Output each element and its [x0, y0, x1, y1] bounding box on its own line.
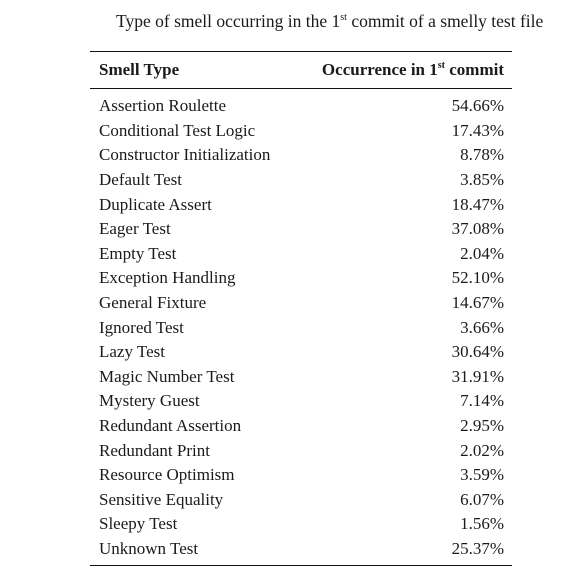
caption-text: Type of smell occurring in the 1 — [116, 11, 341, 31]
table-row: Sensitive Equality 6.07% — [90, 488, 512, 513]
smell-type-cell: Redundant Assertion — [99, 416, 242, 436]
occurrence-cell: 1.56% — [460, 514, 504, 534]
occurrence-cell: 30.64% — [451, 342, 504, 362]
table-row: Mystery Guest 7.14% — [90, 389, 512, 414]
table-row: Redundant Print 2.02% — [90, 438, 512, 463]
occurrence-cell: 2.02% — [460, 440, 504, 460]
table-row: Magic Number Test 31.91% — [90, 365, 512, 390]
smell-type-cell: Ignored Test — [99, 317, 184, 337]
smell-type-cell: Unknown Test — [99, 538, 199, 558]
smell-type-cell: Resource Optimism — [99, 465, 235, 485]
smell-type-cell: Constructor Initialization — [99, 145, 271, 165]
table-body: Assertion Roulette 54.66% Conditional Test… — [90, 89, 512, 565]
occurrence-cell: 52.10% — [451, 268, 504, 288]
smell-table: Smell Type Occurrence in 1st commit Asse… — [90, 51, 512, 567]
caption-superscript: st — [340, 12, 347, 23]
header-occurrence-superscript: st — [437, 60, 445, 71]
smell-type-cell: Default Test — [99, 170, 182, 190]
occurrence-cell: 3.85% — [460, 170, 504, 190]
smell-type-cell: Assertion Roulette — [99, 96, 227, 116]
table-bottom-rule — [90, 565, 512, 567]
occurrence-cell: 6.07% — [460, 489, 504, 509]
occurrence-cell: 3.66% — [460, 317, 504, 337]
table-row: Conditional Test Logic 17.43% — [90, 119, 512, 144]
caption-text-end: commit of a smelly test file — [346, 11, 544, 31]
smell-type-cell: Eager Test — [99, 219, 171, 239]
table-row: Exception Handling 52.10% — [90, 266, 512, 291]
table-header-rule — [90, 88, 512, 89]
smell-type-cell: Sleepy Test — [99, 514, 178, 534]
smell-type-cell: Lazy Test — [99, 342, 165, 362]
table-header: Smell Type Occurrence in 1st commit — [90, 52, 512, 88]
table-row: Assertion Roulette 54.66% — [90, 94, 512, 119]
table-row: Eager Test 37.08% — [90, 217, 512, 242]
header-occurrence-text-end: commit — [444, 60, 504, 79]
header-smell-type: Smell Type — [99, 60, 180, 79]
table-row: Constructor Initialization 8.78% — [90, 143, 512, 168]
table-row: General Fixture 14.67% — [90, 291, 512, 316]
table-row: Lazy Test 30.64% — [90, 340, 512, 365]
occurrence-cell: 54.66% — [451, 96, 504, 116]
table-row: Default Test 3.85% — [90, 168, 512, 193]
occurrence-cell: 7.14% — [460, 391, 504, 411]
smell-type-cell: Conditional Test Logic — [99, 120, 256, 140]
occurrence-cell: 25.37% — [451, 538, 504, 558]
smell-type-cell: Duplicate Assert — [99, 194, 212, 214]
occurrence-cell: 14.67% — [451, 293, 504, 313]
smell-type-cell: General Fixture — [99, 293, 207, 313]
smell-type-cell: Empty Test — [99, 243, 177, 263]
occurrence-cell: 18.47% — [451, 194, 504, 214]
table-row: Sleepy Test 1.56% — [90, 512, 512, 537]
smell-type-cell: Sensitive Equality — [99, 489, 224, 509]
header-occurrence-text: Occurrence in 1 — [321, 60, 438, 79]
occurrence-cell: 2.95% — [460, 416, 504, 436]
occurrence-cell: 37.08% — [451, 219, 504, 239]
occurrence-cell: 17.43% — [451, 120, 504, 140]
occurrence-cell: 2.04% — [460, 243, 504, 263]
table-row: Duplicate Assert 18.47% — [90, 192, 512, 217]
smell-type-cell: Mystery Guest — [99, 391, 200, 411]
occurrence-cell: 3.59% — [460, 465, 504, 485]
smell-type-cell: Redundant Print — [99, 440, 210, 460]
occurrence-cell: 8.78% — [460, 145, 504, 165]
table-row: Ignored Test 3.66% — [90, 315, 512, 340]
table-top-rule — [90, 51, 512, 52]
table-row: Resource Optimism 3.59% — [90, 463, 512, 488]
table-row: Empty Test 2.04% — [90, 242, 512, 267]
table-caption: Type of smell occurring in the 1st commi… — [116, 11, 543, 32]
occurrence-cell: 31.91% — [451, 366, 504, 386]
table-row: Redundant Assertion 2.95% — [90, 414, 512, 439]
header-occurrence: Occurrence in 1st commit — [322, 60, 504, 80]
table-row: Unknown Test 25.37% — [90, 537, 512, 562]
smell-type-cell: Magic Number Test — [99, 366, 235, 386]
smell-type-cell: Exception Handling — [99, 268, 236, 288]
